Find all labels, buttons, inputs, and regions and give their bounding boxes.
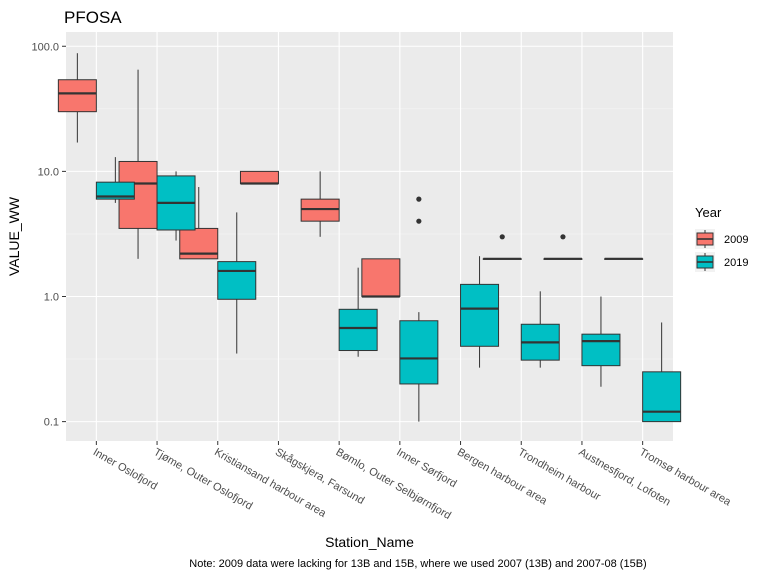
box-iqr [361,258,401,297]
box-2019 [460,256,500,368]
y-tick-label: 0.1 [44,417,59,429]
box-2009 [179,187,219,260]
box-2009 [239,170,279,185]
box-2019 [399,196,439,422]
legend-title: Year [695,205,722,220]
box-2009 [361,258,401,298]
box-2009 [57,53,97,143]
legend: Year 2009 2019 [695,205,748,272]
x-axis-title: Station_Name [325,534,414,550]
outlier-point [499,234,505,240]
x-tick-label: Tjøme, Outer Oslofjord [152,446,255,512]
legend-item-2019: 2019 [695,252,748,272]
box-iqr [581,333,621,367]
legend-item-2009: 2009 [695,229,748,249]
legend-label: 2009 [724,234,748,246]
box-2009 [482,234,522,260]
box-iqr [460,283,500,347]
y-tick-label: 10.0 [38,166,59,178]
box-iqr [217,261,257,300]
box-iqr [95,181,135,200]
box-iqr [300,198,340,222]
box-2009 [300,171,340,237]
y-axis: 0.1 1.0 10.0 100.0 [31,41,66,429]
footnote: Note: 2009 data were lacking for 13B and… [189,558,646,570]
boxes-layer [57,53,682,423]
box-iqr [399,320,439,385]
box-2019 [642,322,682,423]
box-2019 [156,171,196,241]
plot-panel [66,32,673,441]
y-axis-title: VALUE_WW [6,196,22,276]
box-iqr [642,371,682,423]
y-tick-label: 100.0 [31,41,59,53]
legend-items: 2009 2019 [695,229,748,272]
outlier-point [560,234,566,240]
box-iqr [239,170,279,185]
box-2019 [581,296,621,387]
box-2009 [543,234,583,260]
box-2019 [217,212,257,354]
box-2019 [95,157,135,203]
x-tick-label: Bømlo, Outer Selbjørnfjord [334,446,453,522]
box-2019 [338,267,378,357]
x-tick-label: Inner Oslofjord [91,446,159,492]
box-2019 [520,291,560,368]
outlier-point [416,218,422,224]
box-iqr [338,308,378,352]
chart-title: PFOSA [64,8,122,27]
box-2009 [604,257,644,260]
legend-label: 2019 [724,257,748,269]
y-tick-label: 1.0 [44,291,59,303]
box-iqr [57,79,97,113]
x-tick-label: Kristiansand harbour area [212,446,328,520]
outlier-point [416,196,422,202]
